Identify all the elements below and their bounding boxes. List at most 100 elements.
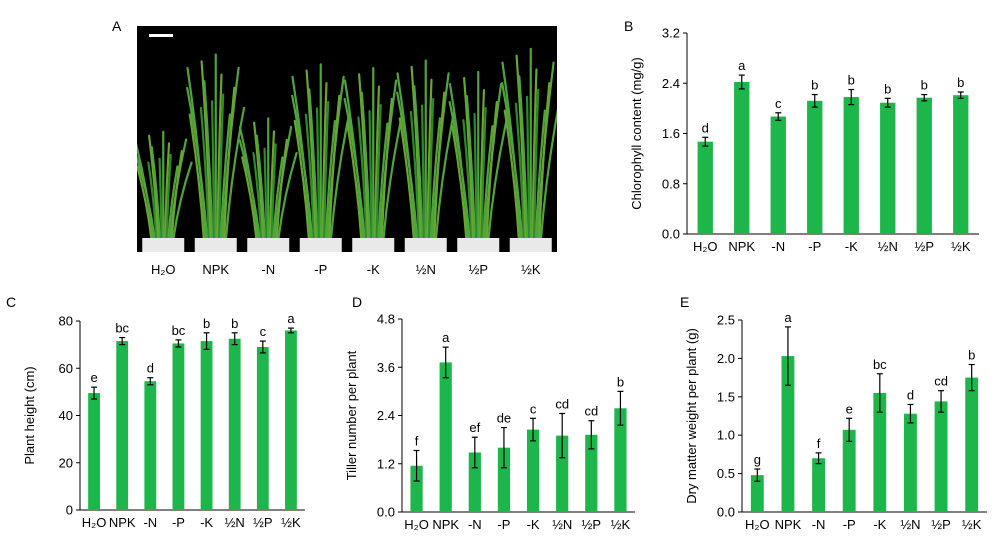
plant-photo [137, 26, 557, 252]
y-tick-label: 3.2 [662, 26, 680, 41]
leaf [375, 104, 382, 240]
panel-letter-e: E [680, 294, 690, 310]
leaf [268, 130, 276, 240]
leaf [308, 88, 319, 240]
significance-letter: bc [115, 321, 129, 336]
leaf [323, 101, 330, 240]
x-tick-label: ½K [281, 515, 301, 530]
significance-letter: f [415, 433, 419, 448]
x-tick-label: -K [200, 515, 213, 530]
significance-letter: d [702, 120, 709, 135]
bar [200, 341, 213, 510]
plant-2 [238, 117, 298, 252]
panel-letter-c: C [6, 294, 17, 310]
bar [843, 97, 859, 234]
leaf [315, 107, 321, 240]
leaf [216, 73, 223, 240]
significance-letter: b [203, 316, 210, 331]
y-axis-label: Plant height (cm) [22, 366, 37, 464]
leaf [448, 101, 471, 240]
photo-label: -P [314, 262, 328, 277]
leaf [539, 108, 557, 240]
significance-letter: a [442, 330, 450, 345]
bar [439, 362, 452, 512]
leaf [518, 75, 529, 240]
y-axis-label: Dry matter weight per plant (g) [685, 328, 699, 504]
leaf [224, 106, 246, 240]
x-tick-label: NPK [728, 239, 755, 254]
photo-label: -K [366, 262, 380, 277]
leaf [485, 101, 498, 240]
leaf [218, 93, 225, 240]
plant-5 [396, 59, 456, 252]
y-tick-label: 0 [66, 503, 73, 518]
bar [556, 435, 569, 512]
leaf [172, 161, 193, 240]
x-tick-label: -K [845, 239, 858, 254]
y-tick-label: 2.4 [377, 408, 395, 423]
x-tick-label: -K [873, 517, 886, 532]
plant-3 [291, 63, 351, 252]
y-tick-label: 1.6 [662, 126, 680, 141]
x-tick-label: ½P [914, 239, 934, 254]
significance-letter: ef [469, 420, 480, 435]
leaf [304, 113, 315, 240]
significance-letter: f [817, 436, 821, 451]
bar [697, 141, 713, 234]
significance-letter: e [90, 370, 97, 385]
leaf [165, 153, 172, 240]
y-tick-label: 0.0 [377, 505, 395, 520]
leaf [263, 147, 268, 240]
x-tick-label: ½N [900, 517, 920, 532]
bar [770, 116, 786, 234]
bar [116, 341, 129, 510]
bar [144, 381, 157, 510]
leaf [487, 119, 508, 240]
y-tick-label: 4.8 [377, 312, 395, 327]
bar [614, 408, 627, 512]
leaf [275, 138, 288, 240]
x-tick-label: ½P [582, 517, 602, 532]
leaf [137, 154, 156, 240]
bar [873, 392, 887, 512]
leaf [270, 143, 277, 240]
y-tick-label: 1.0 [717, 428, 735, 443]
chart-tiller-number: 0.0 1.2 2.4 3.6 4.8 Tiller number per plant f H… [345, 312, 635, 532]
pot [352, 238, 395, 252]
bar [228, 338, 241, 510]
bar [585, 434, 598, 512]
significance-letter: bc [873, 357, 887, 372]
significance-letter: g [754, 452, 761, 467]
leaf [200, 60, 212, 240]
leaf [188, 113, 205, 240]
leaf [272, 156, 284, 240]
significance-letter: b [968, 348, 975, 363]
x-tick-label: NPK [775, 517, 802, 532]
leaf [534, 109, 546, 240]
y-tick-label: 2.0 [717, 351, 735, 366]
y-tick-label: 2.4 [662, 76, 680, 91]
leaf [277, 151, 298, 240]
photo-label: ½K [520, 262, 541, 277]
leaf [538, 82, 551, 240]
leaf [199, 106, 210, 240]
pot [194, 238, 237, 252]
x-tick-label: -N [143, 515, 157, 530]
bar [468, 452, 481, 512]
photo-label: ½N [415, 262, 436, 277]
leaf [186, 86, 209, 240]
leaf [158, 157, 163, 240]
significance-letter: c [260, 324, 267, 339]
x-tick-label: -N [771, 239, 785, 254]
y-tick-label: 3.6 [377, 360, 395, 375]
y-axis-label: Tiller number per plant [345, 350, 359, 480]
leaf [533, 88, 540, 240]
leaf [382, 116, 403, 240]
leaf [148, 134, 160, 240]
leaf [473, 113, 478, 240]
leaf [478, 88, 486, 240]
leaf [426, 78, 433, 240]
pot [299, 238, 342, 252]
panel-letter-d: D [352, 294, 363, 310]
leaf [433, 91, 446, 240]
